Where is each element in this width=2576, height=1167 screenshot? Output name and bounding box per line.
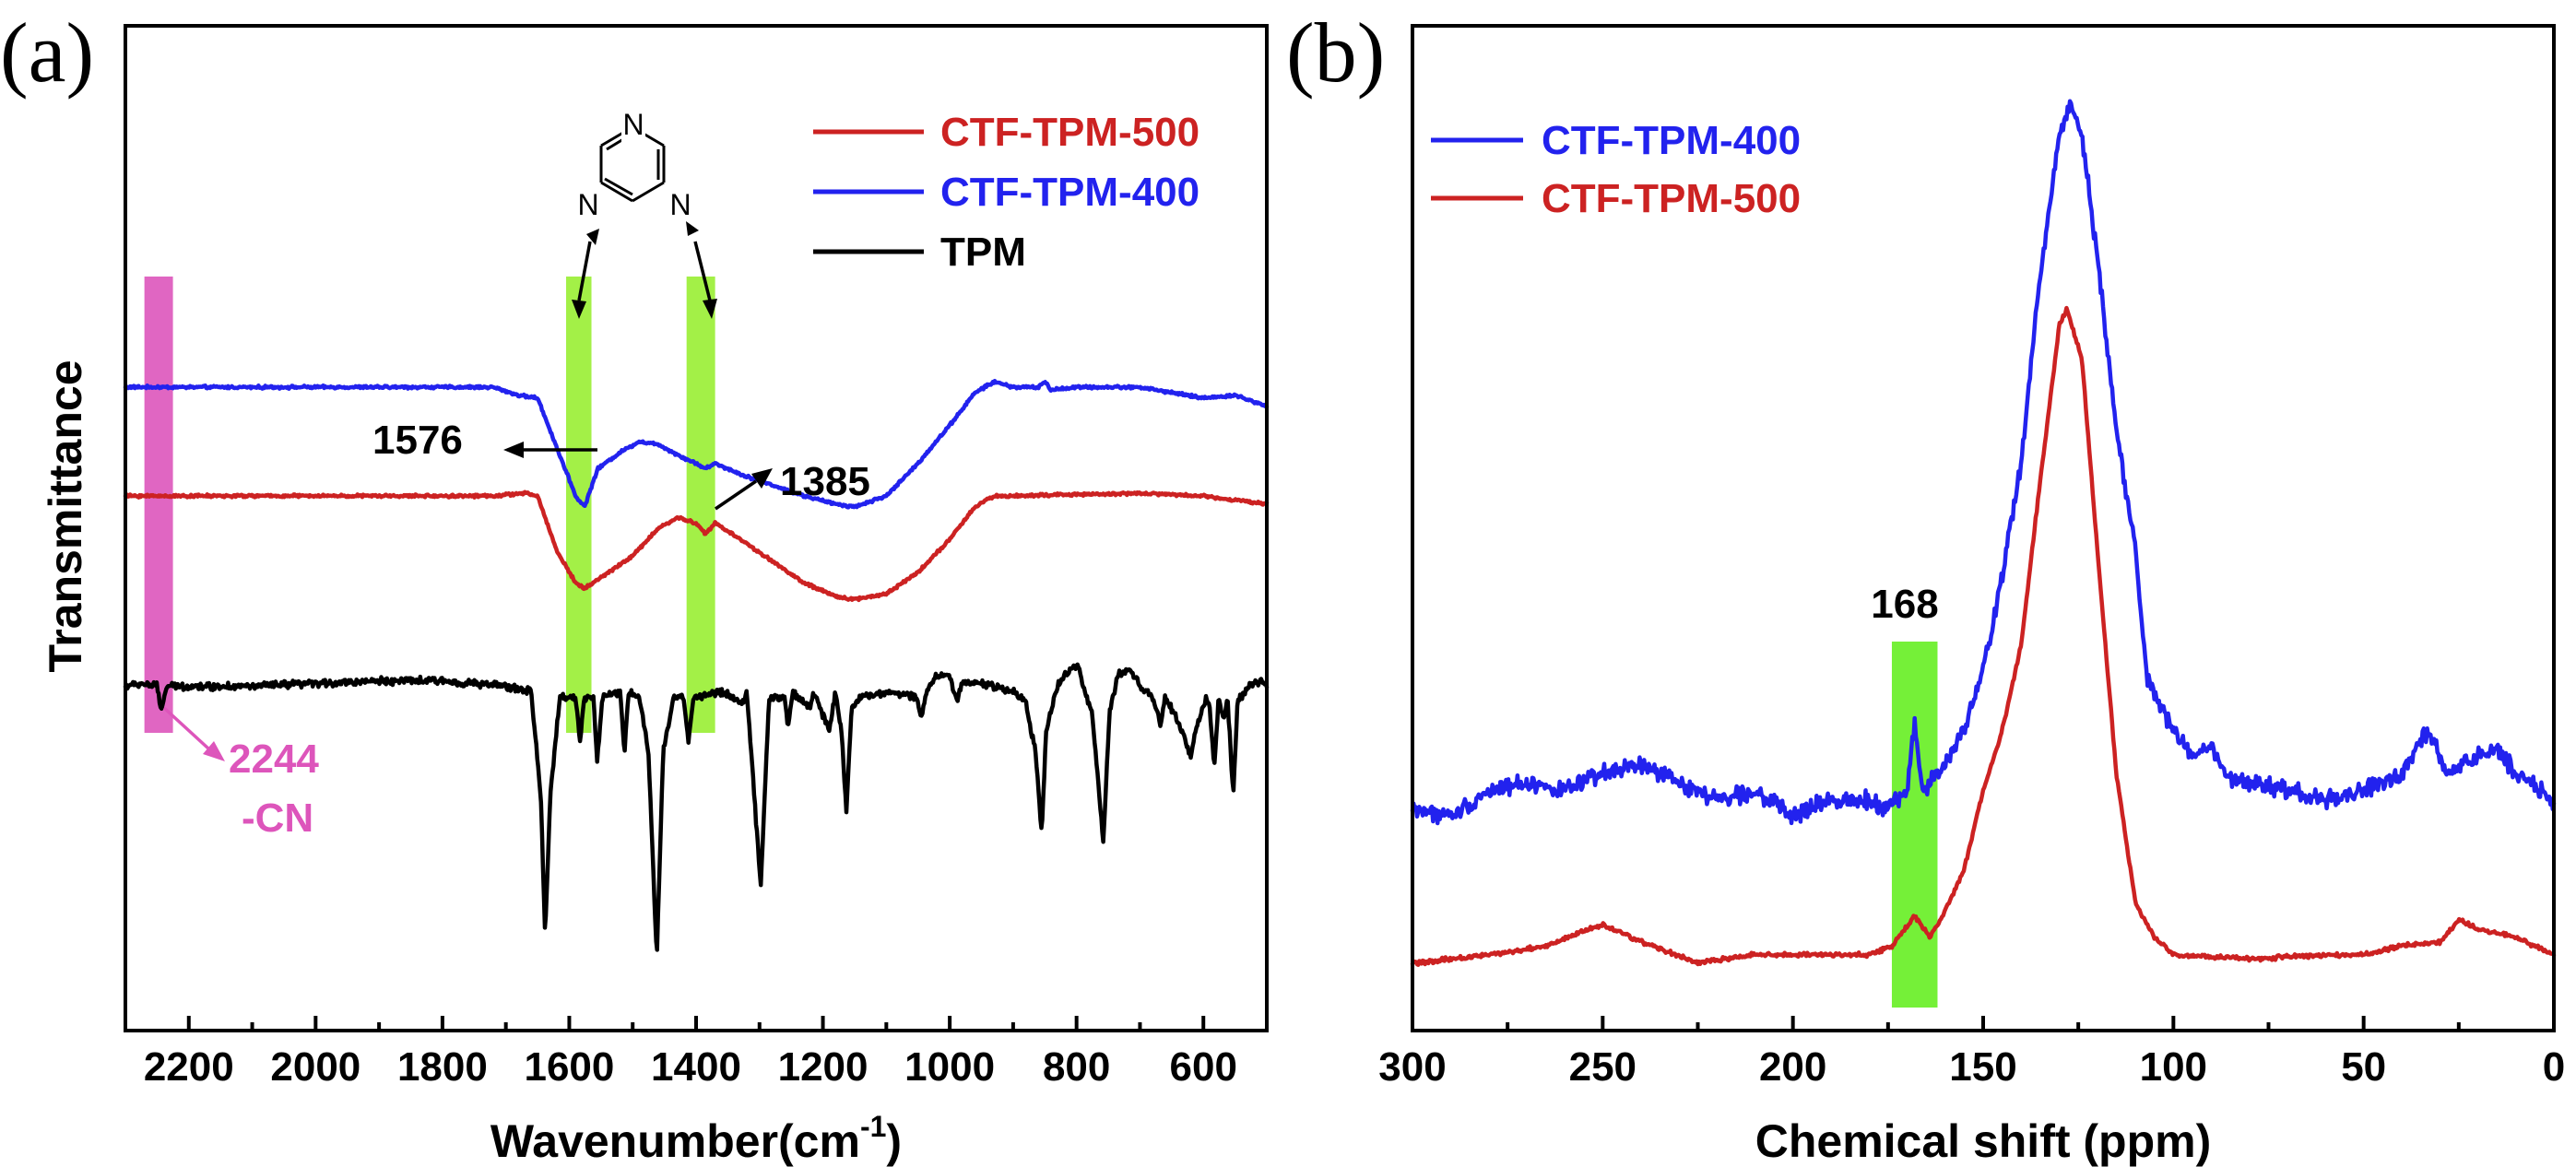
nmr-x-tick-label-200: 200 <box>1759 1044 1826 1090</box>
nmr-x-tick-label-50: 50 <box>2341 1044 2386 1090</box>
ir-legend-ctf500: CTF-TPM-500 <box>940 110 1199 155</box>
nmr-highlight-bands <box>1891 642 1938 1008</box>
ir-curves <box>123 378 1270 952</box>
nmr-curve-ctf-tpm-500 <box>1410 305 2557 967</box>
nmr-legend-ctf400: CTF-TPM-400 <box>1542 118 1801 163</box>
panel-b-label: (b) <box>1286 6 1385 100</box>
nmr-x-axis-title: Chemical shift (ppm) <box>1755 1115 2211 1167</box>
ir-x-tick-label-2200: 2200 <box>144 1044 234 1090</box>
nmr-curve-ctf-tpm-400 <box>1410 99 2557 826</box>
nmr-spectrum-panel: (b) 300 250 200 150 100 50 0 Chemical shift (p… <box>1286 6 2565 1167</box>
ir-x-tick-label-800: 800 <box>1043 1044 1110 1090</box>
triazine-atom-n1: N <box>622 108 644 141</box>
ir-curve-tpm <box>123 662 1270 952</box>
ir-legend: CTF-TPM-500 CTF-TPM-400 TPM <box>813 110 1199 275</box>
ir-curve-ctf-tpm-400 <box>123 378 1270 510</box>
ir-highlight-band-1 <box>566 277 592 733</box>
ir-highlight-bands <box>144 277 715 733</box>
panel-a-label: (a) <box>0 6 94 100</box>
annotation-2244: 2244 <box>229 737 319 782</box>
ir-x-tick-label-1400: 1400 <box>651 1044 741 1090</box>
ir-x-tick-label-1800: 1800 <box>397 1044 488 1090</box>
annotation-1576: 1576 <box>372 418 463 463</box>
ir-legend-tpm: TPM <box>940 230 1026 275</box>
ir-x-tick-label-1600: 1600 <box>524 1044 614 1090</box>
nmr-legend-ctf500: CTF-TPM-500 <box>1542 176 1801 221</box>
nmr-legend: CTF-TPM-400 CTF-TPM-500 <box>1431 118 1801 221</box>
ir-x-tick-label-600: 600 <box>1170 1044 1237 1090</box>
ir-x-tick-label-1200: 1200 <box>778 1044 869 1090</box>
nmr-x-tick-label-0: 0 <box>2543 1044 2565 1090</box>
annotation-cn: -CN <box>242 796 313 841</box>
nmr-x-tick-label-100: 100 <box>2140 1044 2207 1090</box>
ir-x-tick-label-2000: 2000 <box>270 1044 360 1090</box>
ir-x-ticks: 2200 2000 1800 1600 1400 1200 1000 800 600 <box>144 1016 1237 1090</box>
nmr-highlight-band-0 <box>1891 642 1938 1008</box>
ir-annotations: 1576 1385 2244 -CN <box>162 418 870 841</box>
nmr-x-tick-label-150: 150 <box>1949 1044 2016 1090</box>
ir-highlight-band-0 <box>144 277 173 733</box>
ir-y-axis-title: Transmittance <box>40 360 91 672</box>
ir-x-axis-title: Wavenumber(cm-1) <box>490 1110 902 1167</box>
ir-spectrum-panel: (a) N N N <box>0 6 1270 1167</box>
ir-highlight-band-2 <box>686 277 715 733</box>
triazine-atom-n2: N <box>669 188 691 221</box>
ir-x-tick-label-1000: 1000 <box>904 1044 995 1090</box>
triazine-structure: N N N <box>572 108 717 319</box>
ir-curve-ctf-tpm-500 <box>123 489 1270 603</box>
annotation-168: 168 <box>1871 582 1938 627</box>
nmr-curves <box>1410 99 2557 967</box>
triazine-atom-n3: N <box>577 188 598 221</box>
nmr-x-tick-label-250: 250 <box>1569 1044 1637 1090</box>
annotation-1385: 1385 <box>780 459 870 504</box>
ir-legend-ctf400: CTF-TPM-400 <box>940 170 1199 215</box>
nmr-x-tick-label-300: 300 <box>1378 1044 1446 1090</box>
nmr-x-ticks: 300 250 200 150 100 50 0 <box>1378 1016 2565 1090</box>
